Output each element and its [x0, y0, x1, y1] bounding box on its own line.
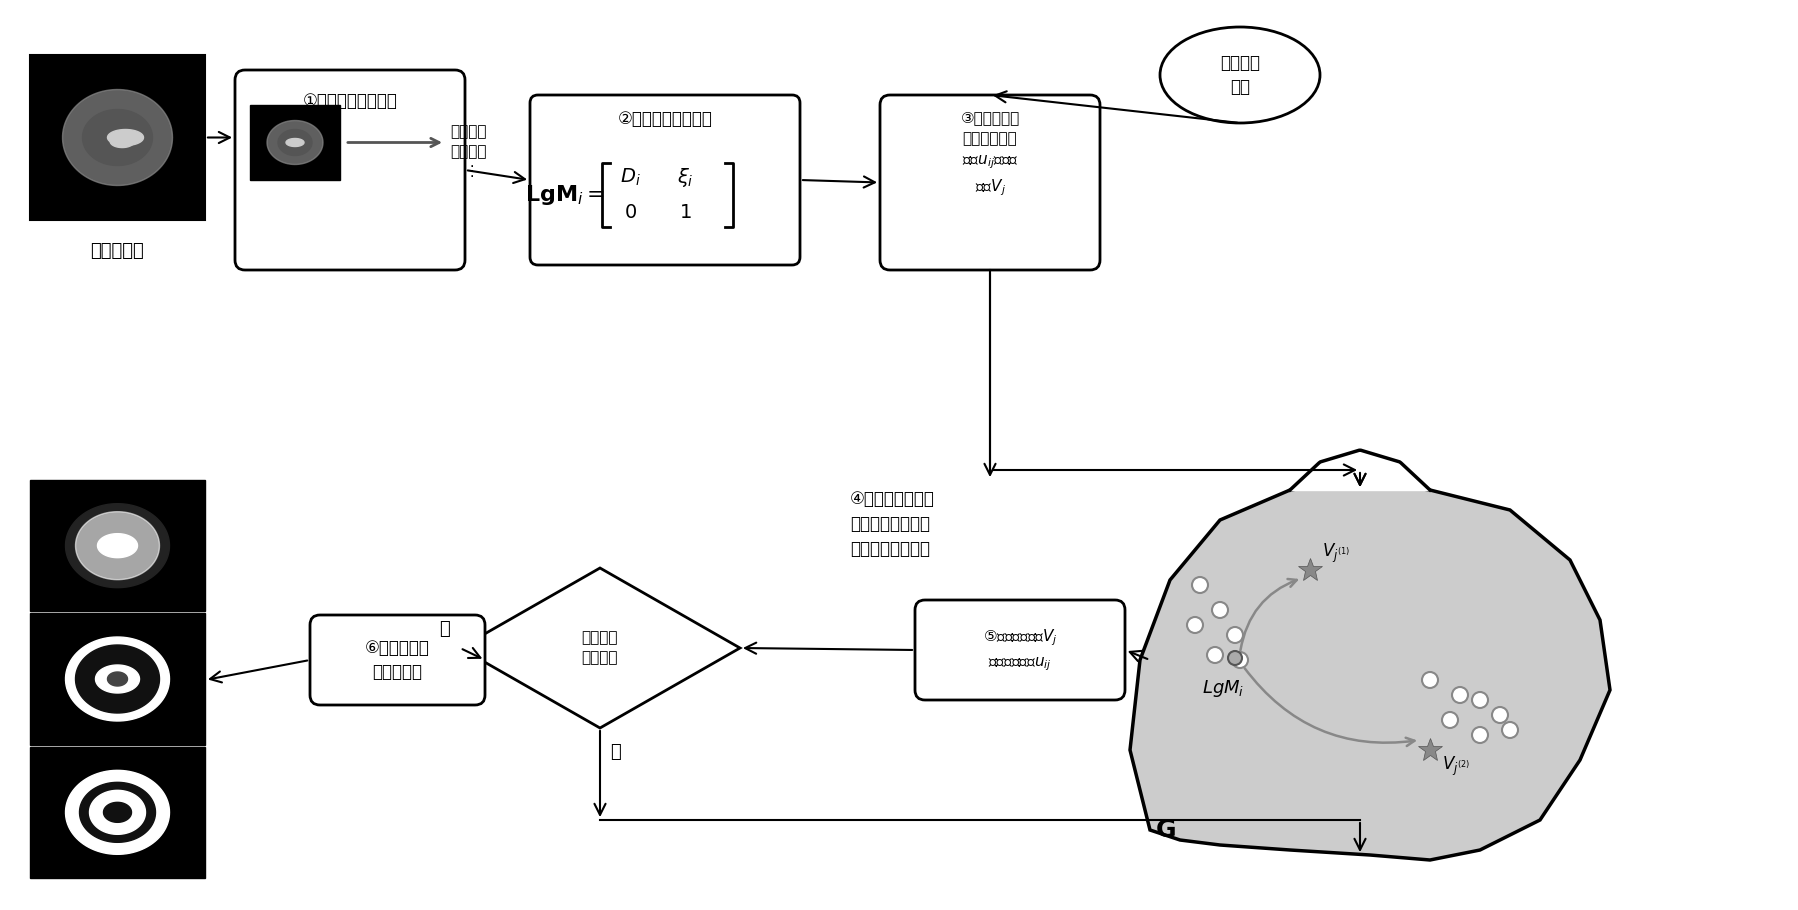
Polygon shape	[1129, 480, 1609, 860]
Polygon shape	[95, 665, 140, 693]
Polygon shape	[266, 120, 324, 165]
FancyBboxPatch shape	[879, 95, 1099, 270]
Polygon shape	[83, 109, 153, 166]
Text: ⑥对隶属度矩
阵去模糊化: ⑥对隶属度矩 阵去模糊化	[365, 639, 430, 681]
Polygon shape	[108, 129, 144, 146]
Text: ④在李群流形上计
算矩阵李群特征与
各聚类中心的距离: ④在李群流形上计 算矩阵李群特征与 各聚类中心的距离	[849, 490, 935, 558]
Text: 是: 是	[439, 620, 450, 638]
Text: $\mathbf{LgM}_i=$: $\mathbf{LgM}_i=$	[525, 183, 604, 207]
Polygon shape	[97, 533, 137, 558]
Text: $\mathbf{G}$: $\mathbf{G}$	[1154, 818, 1174, 842]
Circle shape	[1192, 577, 1206, 593]
Polygon shape	[104, 803, 131, 823]
Ellipse shape	[1160, 27, 1320, 123]
Polygon shape	[65, 637, 169, 721]
FancyBboxPatch shape	[530, 95, 800, 265]
Text: $0$: $0$	[624, 204, 636, 223]
Circle shape	[1491, 707, 1507, 723]
Polygon shape	[286, 138, 304, 147]
Text: ②构建矩阵李群特征: ②构建矩阵李群特征	[617, 110, 712, 128]
Text: $\xi_i$: $\xi_i$	[676, 166, 692, 188]
Circle shape	[1451, 687, 1467, 703]
Text: ③初始化相关
参数与隶属度
矩阵$u_{ij}$、聚类
中心$V_j$: ③初始化相关 参数与隶属度 矩阵$u_{ij}$、聚类 中心$V_j$	[960, 110, 1019, 198]
Text: $V_{j^{(2)}}$: $V_{j^{(2)}}$	[1442, 755, 1469, 778]
Text: $1$: $1$	[678, 204, 690, 223]
Text: ⑤更新聚类中心$V_j$
与隶属度矩阵$u_{ij}$: ⑤更新聚类中心$V_j$ 与隶属度矩阵$u_{ij}$	[982, 627, 1057, 672]
Bar	[250, 105, 340, 180]
Text: 否: 否	[610, 743, 620, 761]
Polygon shape	[110, 136, 135, 147]
Bar	[31, 747, 205, 878]
Polygon shape	[65, 771, 169, 854]
Bar	[31, 55, 205, 220]
Text: $V_{j^{(1)}}$: $V_{j^{(1)}}$	[1322, 541, 1350, 565]
Circle shape	[1187, 617, 1203, 633]
Circle shape	[1206, 647, 1223, 663]
Text: 是否满足
终止条件: 是否满足 终止条件	[581, 631, 619, 665]
Circle shape	[1226, 627, 1242, 643]
Bar	[31, 480, 205, 612]
Polygon shape	[76, 645, 160, 713]
Text: $\mathit{LgM}_i$: $\mathit{LgM}_i$	[1201, 678, 1244, 699]
Text: 待分割图像: 待分割图像	[90, 242, 144, 260]
Polygon shape	[76, 511, 160, 580]
Circle shape	[1228, 651, 1241, 665]
Bar	[31, 613, 205, 744]
Polygon shape	[90, 791, 146, 834]
Text: $D_i$: $D_i$	[619, 167, 640, 187]
Polygon shape	[460, 568, 739, 728]
FancyBboxPatch shape	[309, 615, 485, 705]
Circle shape	[1471, 727, 1487, 743]
Polygon shape	[108, 672, 128, 686]
Circle shape	[1501, 722, 1518, 738]
Circle shape	[1420, 672, 1437, 688]
Polygon shape	[279, 129, 311, 156]
Circle shape	[1212, 602, 1228, 618]
Circle shape	[1232, 652, 1248, 668]
Circle shape	[1471, 692, 1487, 708]
Text: ①提取图像底层特征: ①提取图像底层特征	[302, 92, 397, 110]
Polygon shape	[63, 89, 173, 186]
Polygon shape	[65, 503, 169, 588]
FancyBboxPatch shape	[236, 70, 464, 270]
Text: 输入聚类
数量: 输入聚类 数量	[1219, 55, 1259, 96]
Polygon shape	[79, 783, 155, 843]
FancyBboxPatch shape	[915, 600, 1124, 700]
Circle shape	[1442, 712, 1456, 728]
Text: 灰度信息
梯度信息
   ⋮: 灰度信息 梯度信息 ⋮	[450, 125, 485, 179]
